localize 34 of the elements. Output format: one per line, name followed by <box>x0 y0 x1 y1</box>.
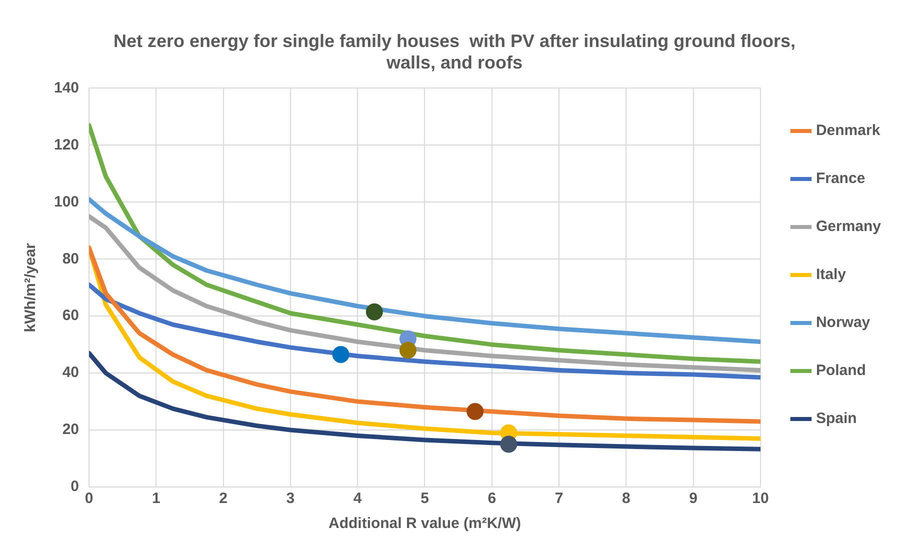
x-tick-label: 6 <box>488 490 496 508</box>
chart-title: Net zero energy for single family houses with PV after insulating ground floors, walls, and roofs <box>113 30 796 72</box>
y-tick-label: 140 <box>54 79 80 96</box>
point <box>366 303 383 320</box>
x-tick-label: 10 <box>752 490 769 508</box>
y-tick-label: 100 <box>54 193 80 210</box>
legend-label: Germany <box>816 218 882 236</box>
x-tick-label: 1 <box>152 490 160 508</box>
x-tick-label: 0 <box>84 490 94 508</box>
y-tick-label: 60 <box>62 307 80 324</box>
legend-label: Denmark <box>816 122 881 140</box>
y-tick-label: 0 <box>70 478 80 496</box>
legend-label: Italy <box>816 266 847 284</box>
point <box>332 346 350 364</box>
legend-label: Spain <box>816 410 857 428</box>
x-tick-label: 8 <box>622 490 630 508</box>
y-tick-label: 80 <box>62 250 80 268</box>
x-tick-label: 2 <box>219 490 228 508</box>
legend-label: France <box>816 170 866 188</box>
y-tick-label: 120 <box>54 136 80 154</box>
point <box>466 403 484 420</box>
y-axis-title: kWh/m²/year <box>22 242 40 332</box>
legend-label: Poland <box>816 362 866 380</box>
x-tick-label: 4 <box>353 490 362 508</box>
legend-label: Norway <box>816 314 871 332</box>
point <box>500 436 518 453</box>
x-tick-label: 3 <box>286 490 295 508</box>
point <box>399 342 416 359</box>
x-axis-title: Additional R value (m²K/W) <box>328 515 521 532</box>
y-tick-label: 20 <box>62 421 80 438</box>
x-tick-label: 9 <box>689 490 698 508</box>
y-tick-label: 40 <box>62 364 80 382</box>
x-tick-label: 7 <box>554 490 564 508</box>
x-tick-label: 5 <box>420 490 429 508</box>
